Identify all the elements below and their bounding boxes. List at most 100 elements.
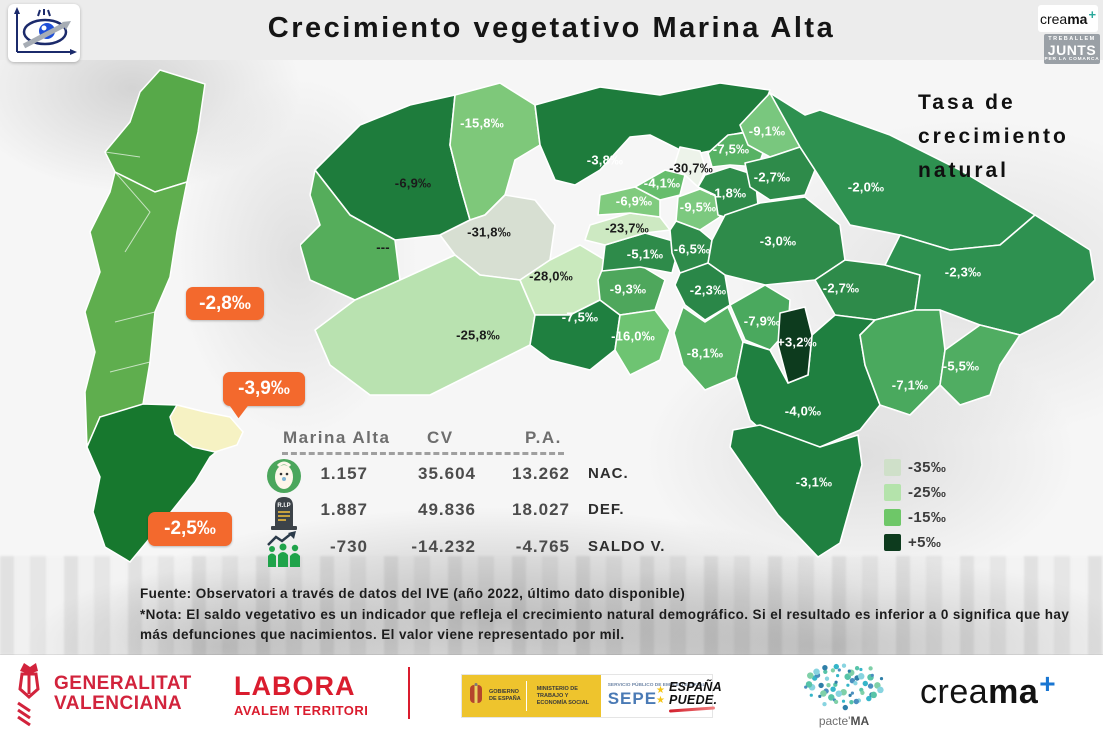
tombstone-icon: R.I.P	[264, 492, 304, 532]
stats-table: Marina Alta CV P.A. 1.157 35.604 13.262 …	[262, 420, 682, 570]
table-row: R.I.P 1.887 49.836 18.027 DEF.	[262, 494, 682, 530]
dot	[818, 694, 822, 698]
creama-plus-icon: +	[1039, 668, 1057, 699]
dot	[841, 663, 847, 668]
header-divider	[282, 452, 564, 455]
dot	[857, 673, 865, 680]
municipality-region	[884, 214, 1096, 336]
ministry-text: MINISTERIO DE TRABAJO Y ECONOMÍA SOCIAL	[536, 685, 590, 706]
dot	[813, 668, 820, 676]
municipality-label: -2,7‰	[754, 169, 790, 184]
observatory-logo	[8, 4, 80, 62]
municipality-region	[939, 324, 1021, 406]
municipality-region	[674, 262, 731, 321]
rate-badge-marina-alta: -3,9‰	[223, 372, 305, 419]
column-header-marina-alta: Marina Alta	[283, 428, 391, 447]
municipality-label: -3,0‰	[760, 233, 796, 248]
municipality-label: -23,7‰	[605, 220, 649, 235]
municipality-label: -31,8‰	[467, 224, 511, 239]
baby-icon	[267, 459, 301, 493]
municipality-label: -28,0‰	[529, 268, 573, 283]
footnotes: Fuente: Observatori a través de datos de…	[140, 586, 1092, 645]
dot	[859, 667, 863, 672]
spain-crest-icon	[470, 683, 482, 703]
column-header-pa: P.A.	[525, 428, 562, 447]
logo-bar: GENERALITAT VALENCIANA LABORA AVALEM TER…	[0, 655, 1103, 735]
dot	[870, 691, 877, 699]
legend-label: +5‰	[908, 534, 942, 551]
map-legend: -35‰ -25‰ -15‰ +5‰	[884, 455, 946, 555]
municipality-region	[744, 146, 816, 201]
municipality-label: -2,3‰	[690, 282, 726, 297]
row-label: DEF.	[588, 501, 625, 518]
dot	[804, 685, 808, 689]
dot	[828, 694, 835, 701]
municipality-label: -7,5‰	[562, 309, 598, 324]
tombstone-icon: R.I.P	[271, 497, 297, 530]
municipality-region	[614, 309, 671, 376]
legend-label: -35‰	[908, 459, 947, 476]
creama-logo-footer: creama+	[920, 668, 1057, 711]
municipality-label: -30,7‰	[669, 160, 713, 175]
value-pa: 13.262	[512, 464, 570, 483]
table-row: -730 -14.232 -4.765 SALDO V.	[262, 531, 682, 567]
background-crowd	[0, 556, 1103, 655]
municipality-label: -25,8‰	[456, 327, 500, 342]
value-cv: -14.232	[411, 537, 476, 556]
eye-axis-icon	[14, 7, 77, 55]
dot	[848, 693, 852, 697]
dot	[820, 690, 827, 697]
municipality-label: -1,8‰	[710, 185, 746, 200]
dot	[809, 693, 813, 697]
dot-cluster-icon	[804, 663, 884, 711]
pacte-ma-label: pacte'MA	[818, 714, 870, 728]
municipality-region	[584, 212, 671, 246]
municipality-label: -7,5‰	[713, 141, 749, 156]
value-pa: 18.027	[512, 500, 570, 519]
municipality-label: +3,2‰	[777, 334, 817, 349]
dot	[841, 699, 846, 703]
municipality-label: -6,9‰	[616, 193, 652, 208]
rate-badge-alicante: -2,5‰	[148, 512, 232, 546]
municipality-region	[674, 146, 707, 188]
dot	[847, 669, 851, 673]
municipality-region	[634, 169, 686, 201]
value-marina-alta: 1.887	[320, 500, 368, 519]
generalitat-valenciana-logo: GENERALITAT VALENCIANA	[14, 661, 192, 727]
municipality-region	[859, 309, 946, 416]
dot	[807, 672, 814, 679]
municipality-label: -9,5‰	[680, 199, 716, 214]
pacte-ma-logo: pacte'MA	[796, 659, 892, 728]
municipality-label: -4,1‰	[644, 175, 680, 190]
method-note: *Nota: El saldo vegetativo es un indicad…	[140, 607, 1070, 642]
legend-label: -15‰	[908, 509, 947, 526]
region-marina-alta	[169, 404, 244, 453]
municipality-label: -3,1‰	[796, 474, 832, 489]
gobierno-text: GOBIERNO DE ESPAÑA	[489, 689, 521, 702]
treballem-junts-badge: TREBALLEM JUNTS PER LA COMARCA	[1044, 34, 1100, 64]
comarca-borders	[104, 151, 156, 373]
municipality-region	[777, 306, 813, 384]
legend-swatch	[884, 459, 901, 476]
dot	[877, 686, 884, 694]
municipality-label: -6,5‰	[674, 241, 710, 256]
dot	[862, 680, 868, 687]
dot	[823, 669, 828, 674]
map-heading: Tasa de crecimiento natural	[918, 91, 1069, 182]
dot	[868, 666, 873, 671]
municipality-label: -7,1‰	[892, 377, 928, 392]
legend-swatch	[884, 534, 901, 551]
dot	[818, 682, 824, 689]
valencian-community-map	[84, 69, 245, 563]
legend-swatch	[884, 484, 901, 501]
value-cv: 35.604	[418, 464, 476, 483]
svg-text:R.I.P: R.I.P	[277, 503, 290, 509]
municipality-label: -15,8‰	[460, 115, 504, 130]
municipality-label: -2,3‰	[945, 264, 981, 279]
marina-alta-map: -6,9‰ --- -15,8‰ -3,8‰ -31,8‰ -25,8‰ -28,0‰ -7,…	[300, 82, 1096, 558]
value-marina-alta: 1.157	[320, 464, 368, 483]
gva-crest-icon	[17, 663, 40, 727]
dot	[846, 683, 850, 687]
municipality-labels: -6,9‰ --- -15,8‰ -3,8‰ -31,8‰ -25,8‰ -28,0‰ -7,…	[376, 115, 981, 489]
dot	[835, 690, 843, 697]
